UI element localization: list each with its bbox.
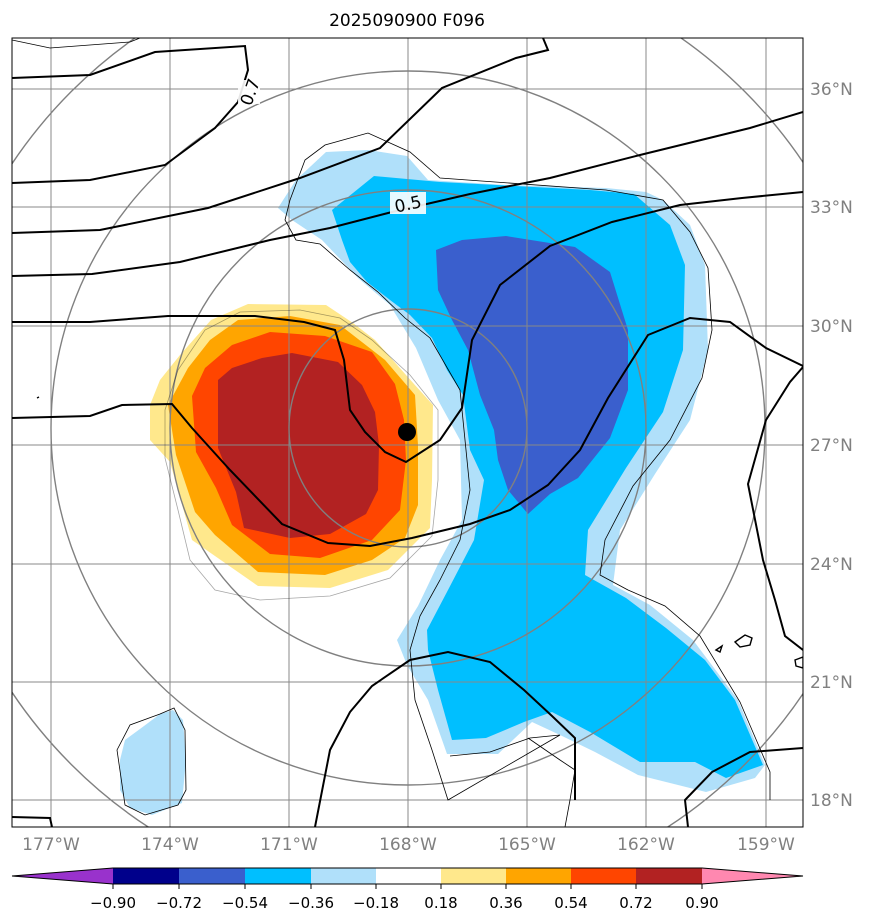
- longitude-labels: 177°W 174°W 171°W 168°W 165°W 162°W 159°…: [22, 835, 795, 855]
- colorbar-bin: [311, 868, 376, 884]
- lat-label: 33°N: [810, 198, 853, 218]
- lat-label: 18°N: [810, 791, 853, 811]
- colorbar-tick-label: 0.36: [489, 894, 522, 912]
- contour-label-05: 0.5: [390, 192, 426, 218]
- colorbar-extend-right: [702, 868, 803, 884]
- storm-center-marker: [398, 423, 416, 441]
- lon-label: 174°W: [141, 835, 199, 855]
- map-frame: [11, 37, 804, 828]
- lat-label: 27°N: [810, 436, 853, 456]
- map-title: 2025090900 F096: [329, 11, 485, 31]
- lon-label: 171°W: [260, 835, 318, 855]
- lat-label: 24°N: [810, 555, 853, 575]
- lat-label: 30°N: [810, 317, 853, 337]
- colorbar-bin: [506, 868, 571, 884]
- colorbar-bin: [571, 868, 636, 884]
- lon-label: 177°W: [22, 835, 80, 855]
- colorbar-tick-label: 0.72: [619, 894, 652, 912]
- lat-label: 21°N: [810, 673, 853, 693]
- colorbar-tick-label: −0.36: [288, 894, 334, 912]
- latitude-labels: 36°N 33°N 30°N 27°N 24°N 21°N 18°N: [810, 80, 853, 811]
- range-rings: [12, 38, 803, 827]
- colorbar-bin: [113, 868, 179, 884]
- lon-label: 168°W: [379, 835, 437, 855]
- colorbar-tick-label: −0.54: [222, 894, 268, 912]
- lon-label: 165°W: [498, 835, 556, 855]
- lat-label: 36°N: [810, 80, 853, 100]
- lon-label: 162°W: [617, 835, 675, 855]
- colorbar-bin: [441, 868, 506, 884]
- lon-label: 159°W: [737, 835, 795, 855]
- colorbar-tick-label: 0.18: [424, 894, 457, 912]
- colorbar-tick-label: 0.90: [685, 894, 718, 912]
- colorbar-bin: [376, 868, 441, 884]
- colorbar-bin: [179, 868, 245, 884]
- colorbar-bin: [245, 868, 311, 884]
- colorbar-bin: [636, 868, 702, 884]
- islands: [36, 396, 803, 669]
- colorbar-tick-label: −0.90: [90, 894, 136, 912]
- map-area: 0.7 0.5: [12, 38, 803, 827]
- colorbar-tick-label: −0.72: [156, 894, 202, 912]
- colorbar-extend-left: [12, 868, 113, 884]
- colorbar: −0.90 −0.72 −0.54 −0.36 −0.18 0.18 0.36 …: [11, 867, 804, 912]
- colorbar-tick-label: 0.54: [554, 894, 587, 912]
- colorbar-tick-label: −0.18: [353, 894, 399, 912]
